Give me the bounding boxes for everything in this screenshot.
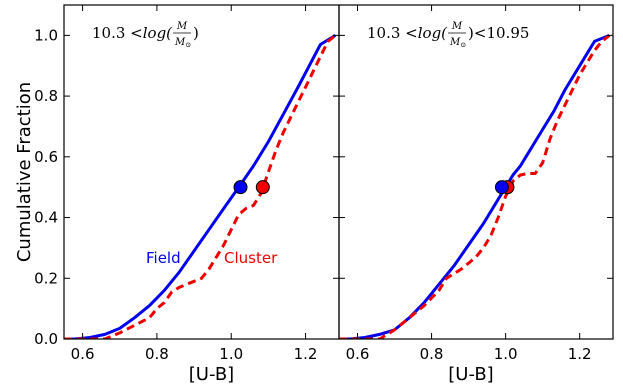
right-panel: 0.6 0.8 1.0 1.2 10.3 <log()<10.95 M M⊙ [U-B… (338, 4, 614, 385)
right-fraction-numerator: M (451, 21, 463, 32)
x-tick-label: 0.8 (145, 345, 169, 363)
y-tick-label: 1.0 (34, 26, 58, 44)
y-tick-label: 0.8 (34, 87, 58, 105)
left-cluster-median-marker (255, 180, 270, 195)
x-tick-label: 0.6 (346, 345, 370, 363)
x-tick-label: 1.0 (494, 345, 518, 363)
y-tick-label: 0.0 (34, 330, 58, 348)
y-tick-label: 0.6 (34, 148, 58, 166)
right-panel-annotation: 10.3 <log()<10.95 (367, 24, 529, 42)
right-field-cdf-line (339, 34, 610, 339)
y-axis-label: Cumulative Fraction (14, 82, 35, 262)
left-field-median-marker (233, 180, 248, 195)
legend-label-field: Field (146, 249, 181, 267)
right-cluster-cdf-line (339, 34, 611, 339)
left-x-axis-label: [U-B] (189, 364, 234, 385)
x-tick-label: 1.2 (294, 345, 318, 363)
left-panel: 0.6 0.8 1.0 1.2 0.0 0.2 0.4 0.6 0.8 1.0 10.3 <log… (14, 4, 340, 385)
x-tick-label: 0.8 (420, 345, 444, 363)
left-panel-annotation: 10.3 <log() (92, 24, 199, 42)
right-field-median-marker (494, 180, 509, 195)
right-fraction-denominator: M⊙ (449, 37, 466, 49)
left-fraction-denominator: M⊙ (174, 37, 191, 49)
y-tick-label: 0.2 (34, 269, 58, 287)
right-mass-fraction: M M⊙ (448, 21, 466, 49)
legend-label-cluster: Cluster (224, 249, 278, 267)
left-fraction-numerator: M (176, 21, 188, 32)
left-mass-fraction: M M⊙ (173, 21, 191, 49)
x-tick-label: 1.0 (219, 345, 243, 363)
y-tick-label: 0.4 (34, 209, 58, 227)
right-x-axis-label: [U-B] (448, 364, 493, 385)
left-cluster-cdf-line (64, 34, 337, 339)
x-tick-label: 0.6 (71, 345, 95, 363)
left-field-cdf-line (64, 34, 337, 339)
x-tick-label: 1.2 (568, 345, 592, 363)
